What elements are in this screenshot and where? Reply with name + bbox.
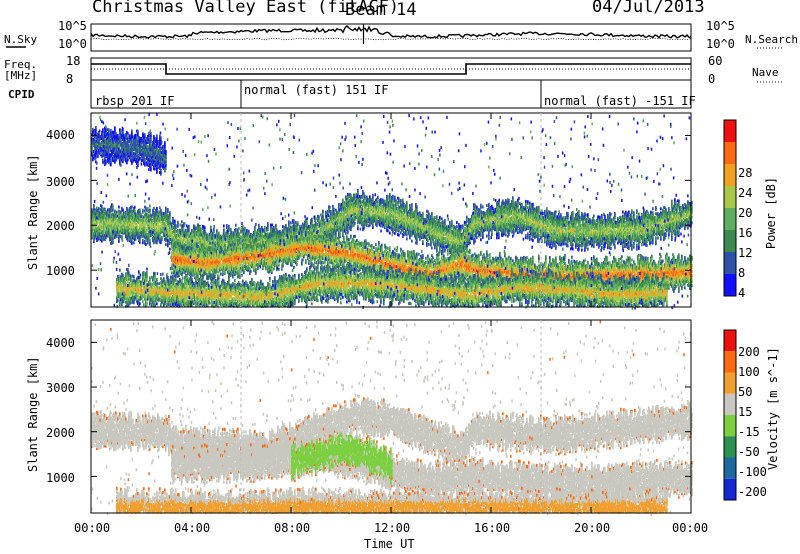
power-colorbar-swatch: [724, 252, 736, 274]
cpid-panel: [91, 80, 691, 108]
power-colorbar-swatch: [724, 230, 736, 252]
velocity-colorbar-swatch: [724, 373, 736, 394]
velocity-colorbar-swatch: [724, 351, 736, 372]
velocity-colorbar-swatch: [724, 394, 736, 415]
power-colorbar-swatch: [724, 142, 736, 164]
velocity-colorbar-swatch: [724, 330, 736, 351]
power-colorbar-swatch: [724, 120, 736, 142]
power-colorbar-swatch: [724, 164, 736, 186]
nsearch-line: [91, 38, 691, 39]
power-colorbar-swatch: [724, 208, 736, 230]
power-colorbar-swatch: [724, 274, 736, 296]
velocity-colorbar-swatch: [724, 479, 736, 500]
nsky-panel: [91, 24, 691, 51]
power-colorbar-swatch: [724, 186, 736, 208]
velocity-colorbar-swatch: [724, 436, 736, 457]
nsky-line: [91, 26, 691, 38]
velocity-colorbar-swatch: [724, 415, 736, 436]
velocity-colorbar-swatch: [724, 458, 736, 479]
